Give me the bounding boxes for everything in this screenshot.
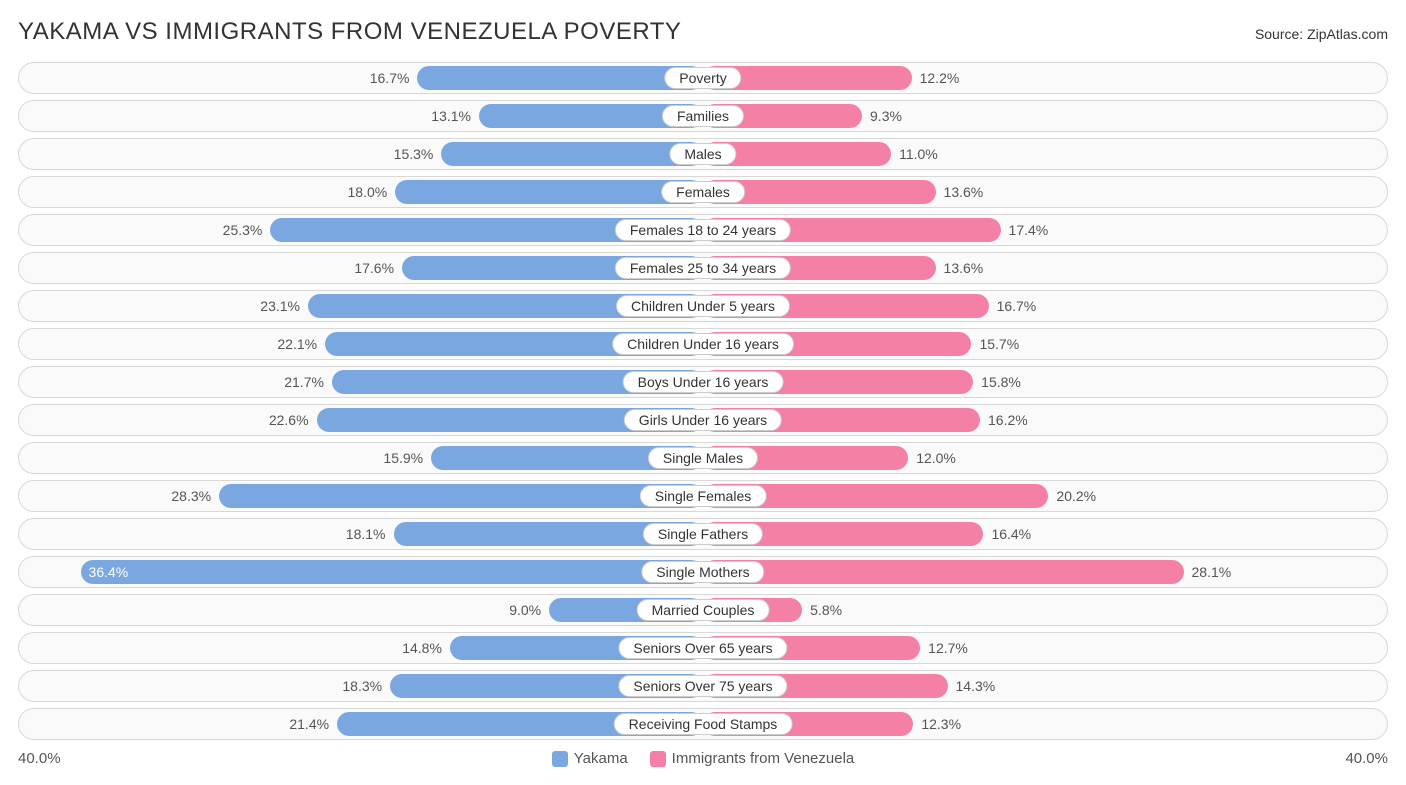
bar-row: 18.3% 14.3% Seniors Over 75 years	[18, 670, 1388, 702]
bar-row: 9.0% 5.8% Married Couples	[18, 594, 1388, 626]
value-label-left: 21.4%	[289, 716, 329, 732]
category-label: Single Fathers	[643, 523, 763, 545]
bar-row: 23.1% 16.7% Children Under 5 years	[18, 290, 1388, 322]
value-label-left: 36.4%	[89, 564, 129, 580]
bar-row: 15.3% 11.0% Males	[18, 138, 1388, 170]
value-label-right: 9.3%	[870, 108, 902, 124]
value-label-right: 13.6%	[944, 260, 984, 276]
category-label: Single Mothers	[641, 561, 764, 583]
value-label-left: 25.3%	[223, 222, 263, 238]
chart-footer: 40.0% Yakama Immigrants from Venezuela 4…	[18, 750, 1388, 767]
bar-row: 14.8% 12.7% Seniors Over 65 years	[18, 632, 1388, 664]
value-label-right: 14.3%	[956, 678, 996, 694]
value-label-left: 22.1%	[277, 336, 317, 352]
value-label-right: 12.0%	[916, 450, 956, 466]
legend-item-left: Yakama	[552, 750, 628, 767]
value-label-right: 16.2%	[988, 412, 1028, 428]
category-label: Single Females	[640, 485, 767, 507]
value-label-right: 16.4%	[991, 526, 1031, 542]
value-label-right: 15.7%	[979, 336, 1019, 352]
value-label-left: 15.3%	[394, 146, 434, 162]
category-label: Boys Under 16 years	[623, 371, 784, 393]
value-label-left: 16.7%	[370, 70, 410, 86]
bar-left	[395, 180, 703, 204]
value-label-left: 22.6%	[269, 412, 309, 428]
category-label: Children Under 16 years	[612, 333, 794, 355]
bar-row: 22.6% 16.2% Girls Under 16 years	[18, 404, 1388, 436]
bar-row: 13.1% 9.3% Families	[18, 100, 1388, 132]
value-label-right: 17.4%	[1009, 222, 1049, 238]
bar-left	[81, 560, 703, 584]
bar-right	[703, 560, 1184, 584]
chart-header: YAKAMA VS IMMIGRANTS FROM VENEZUELA POVE…	[18, 18, 1388, 46]
value-label-left: 23.1%	[260, 298, 300, 314]
bar-row: 18.0% 13.6% Females	[18, 176, 1388, 208]
legend-swatch-right	[650, 751, 666, 767]
category-label: Females	[661, 181, 745, 203]
value-label-left: 18.1%	[346, 526, 386, 542]
value-label-right: 20.2%	[1056, 488, 1096, 504]
category-label: Seniors Over 65 years	[618, 637, 787, 659]
bar-row: 25.3% 17.4% Females 18 to 24 years	[18, 214, 1388, 246]
right-axis-max: 40.0%	[1345, 750, 1388, 767]
bar-row: 18.1% 16.4% Single Fathers	[18, 518, 1388, 550]
category-label: Single Males	[648, 447, 758, 469]
chart-source: Source: ZipAtlas.com	[1255, 26, 1388, 42]
value-label-right: 12.3%	[921, 716, 961, 732]
legend-item-right: Immigrants from Venezuela	[650, 750, 855, 767]
chart-area: 16.7%12.2%Poverty13.1%9.3%Families15.3%1…	[18, 62, 1388, 740]
category-label: Females 25 to 34 years	[615, 257, 791, 279]
value-label-right: 12.2%	[920, 70, 960, 86]
legend-swatch-left	[552, 751, 568, 767]
bar-row: 28.3% 20.2% Single Females	[18, 480, 1388, 512]
value-label-left: 14.8%	[402, 640, 442, 656]
value-label-left: 13.1%	[431, 108, 471, 124]
category-label: Children Under 5 years	[616, 295, 790, 317]
value-label-left: 15.9%	[383, 450, 423, 466]
value-label-right: 15.8%	[981, 374, 1021, 390]
bar-row: 15.9% 12.0% Single Males	[18, 442, 1388, 474]
category-label: Males	[669, 143, 736, 165]
value-label-right: 13.6%	[944, 184, 984, 200]
bar-left	[417, 66, 703, 90]
value-label-right: 16.7%	[997, 298, 1037, 314]
left-axis-max: 40.0%	[18, 750, 61, 767]
bar-row: 16.7% 12.2% Poverty	[18, 62, 1388, 94]
bar-row: 22.1% 15.7% Children Under 16 years	[18, 328, 1388, 360]
value-label-right: 11.0%	[899, 146, 938, 162]
category-label: Girls Under 16 years	[624, 409, 782, 431]
value-label-left: 9.0%	[509, 602, 541, 618]
bar-row: 36.4% 28.1% Single Mothers	[18, 556, 1388, 588]
chart-title: YAKAMA VS IMMIGRANTS FROM VENEZUELA POVE…	[18, 18, 681, 46]
category-label: Married Couples	[637, 599, 770, 621]
bar-row: 17.6% 13.6% Females 25 to 34 years	[18, 252, 1388, 284]
legend: Yakama Immigrants from Venezuela	[552, 750, 855, 767]
bar-row: 21.7% 15.8% Boys Under 16 years	[18, 366, 1388, 398]
value-label-right: 12.7%	[928, 640, 968, 656]
value-label-left: 17.6%	[354, 260, 394, 276]
legend-label-right: Immigrants from Venezuela	[672, 750, 855, 767]
value-label-left: 21.7%	[284, 374, 324, 390]
category-label: Seniors Over 75 years	[618, 675, 787, 697]
bar-left	[219, 484, 703, 508]
value-label-left: 18.3%	[342, 678, 382, 694]
category-label: Females 18 to 24 years	[615, 219, 791, 241]
value-label-right: 5.8%	[810, 602, 842, 618]
legend-label-left: Yakama	[574, 750, 628, 767]
value-label-left: 28.3%	[171, 488, 211, 504]
bar-row: 21.4% 12.3% Receiving Food Stamps	[18, 708, 1388, 740]
category-label: Poverty	[664, 67, 741, 89]
bar-left	[441, 142, 703, 166]
value-label-right: 28.1%	[1192, 564, 1232, 580]
category-label: Receiving Food Stamps	[614, 713, 793, 735]
value-label-left: 18.0%	[348, 184, 388, 200]
category-label: Families	[662, 105, 744, 127]
